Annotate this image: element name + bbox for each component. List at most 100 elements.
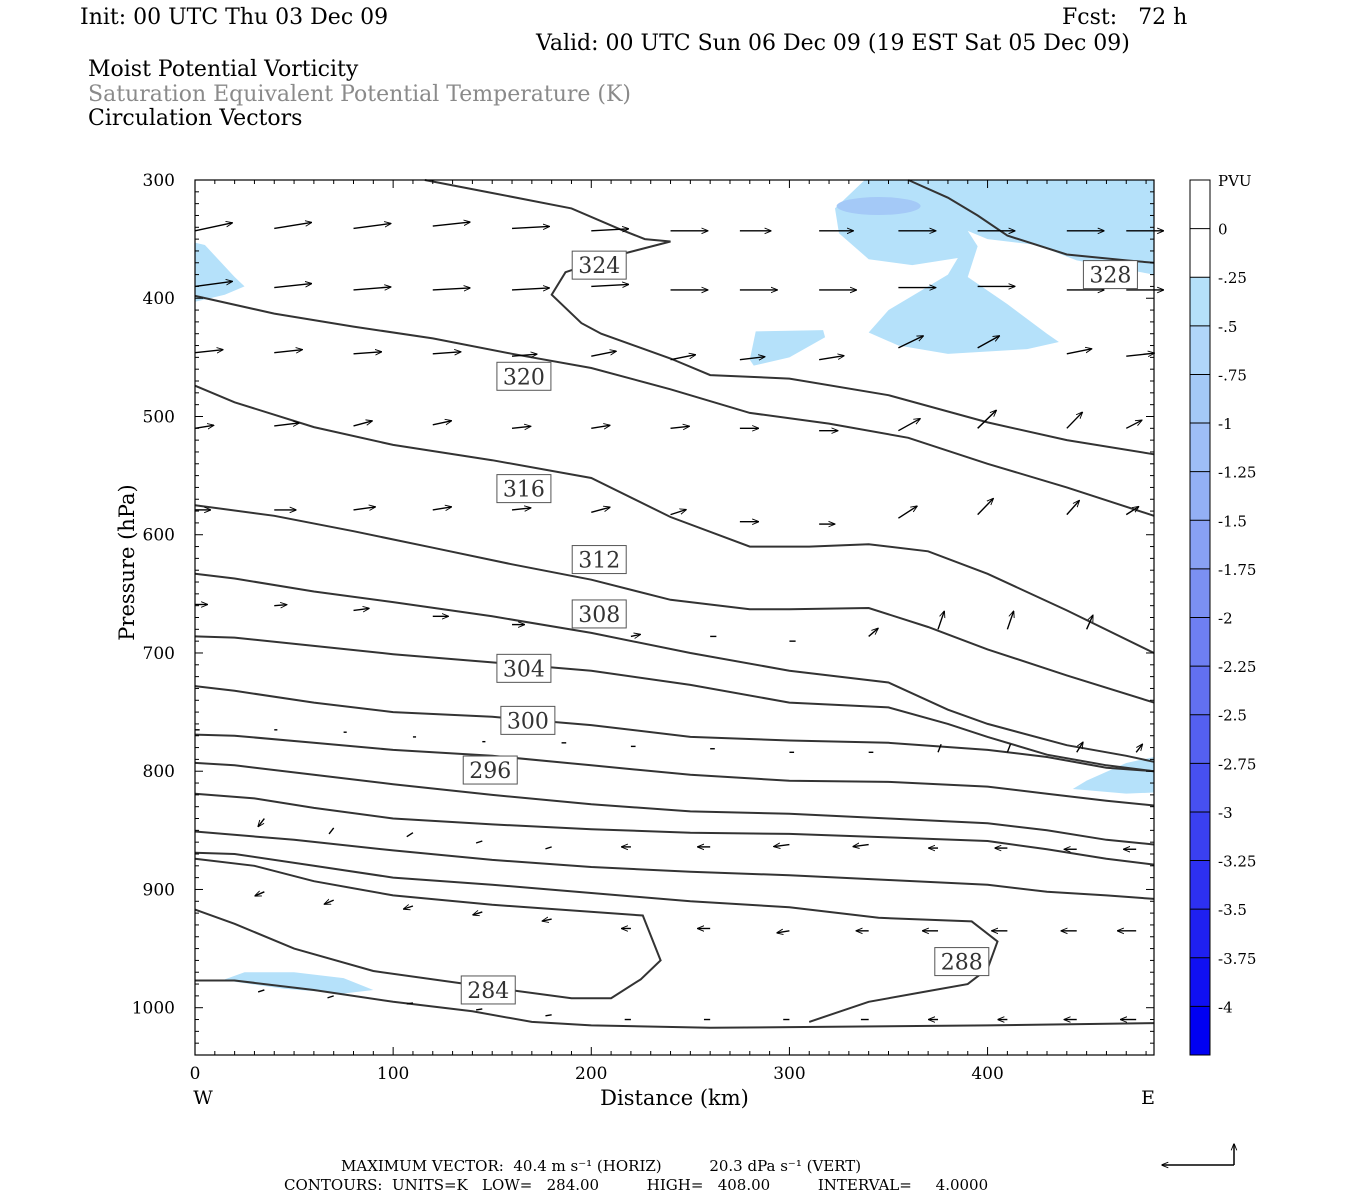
- circulation-vector: [977, 410, 997, 429]
- circulation-vector: [868, 628, 878, 637]
- circulation-vector: [1066, 412, 1083, 429]
- theta-contour: [194, 851, 999, 1023]
- colorbar-level-label: -.75: [1218, 366, 1247, 384]
- circulation-vector: [194, 281, 232, 288]
- colorbar-swatch: [1190, 957, 1210, 1007]
- circulation-vector: [511, 288, 549, 290]
- colorbar-swatch: [1190, 666, 1210, 715]
- circulation-vector: [977, 336, 1000, 349]
- contour-label: 308: [578, 603, 620, 628]
- circulation-vector: [257, 989, 265, 993]
- circulation-vector: [819, 356, 844, 361]
- colorbar-level-label: -3.25: [1218, 853, 1256, 871]
- circulation-vector: [937, 611, 944, 630]
- circulation-vector: [1135, 744, 1142, 753]
- circulation-vector: [511, 508, 531, 510]
- theta-contour: [194, 294, 1155, 517]
- circulation-vector: [542, 919, 552, 921]
- contour-label-layer: 284 288 296 300 304 308 312 316 320 324 328: [460, 250, 1138, 1005]
- circulation-vector: [353, 287, 391, 290]
- max-vector-note: MAXIMUM VECTOR: 40.4 m s⁻¹ (HORIZ) 20.3 …: [341, 1157, 862, 1175]
- colorbar-level-label: -1.5: [1218, 512, 1247, 530]
- colorbar-level-label: -3: [1218, 804, 1233, 822]
- colorbar-level-label: -1: [1218, 415, 1233, 433]
- init-time: Init: 00 UTC Thu 03 Dec 09: [80, 5, 389, 30]
- colorbar-level-label: -.5: [1218, 318, 1237, 336]
- circulation-vector: [327, 995, 334, 999]
- circulation-vector: [274, 605, 286, 606]
- contour-label: 296: [469, 759, 511, 784]
- colorbar-level-label: -2.25: [1218, 658, 1256, 676]
- field-title-vectors: Circulation Vectors: [88, 106, 303, 131]
- circulation-vector: [977, 499, 994, 516]
- colorbar-swatch: [1190, 617, 1210, 667]
- circulation-vector: [1126, 353, 1154, 356]
- circulation-vector: [853, 845, 869, 847]
- contour-label-box: [496, 653, 552, 683]
- circulation-vector: [670, 355, 696, 361]
- colorbar-level-label: -3.5: [1218, 901, 1247, 919]
- valid-time: Valid: 00 UTC Sun 06 Dec 09 (19 EST Sat …: [536, 31, 1130, 56]
- colorbar-swatch: [1190, 1006, 1210, 1055]
- colorbar-swatch: [1190, 374, 1210, 424]
- theta-contour: [195, 979, 1155, 1029]
- colorbar-swatch: [1190, 811, 1210, 861]
- contour-label: 316: [503, 478, 545, 503]
- theta-contour-layer: [194, 179, 1155, 1029]
- circulation-vector: [353, 352, 382, 354]
- y-tick-label: 500: [143, 407, 175, 427]
- circulation-vector: [406, 1002, 414, 1005]
- pv-shaded-region: [749, 330, 826, 366]
- circulation-vector: [1006, 744, 1012, 753]
- colorbar-swatch: [1190, 471, 1210, 521]
- x-tick-label: 100: [377, 1064, 409, 1084]
- circulation-vector: [324, 900, 334, 904]
- circulation-vector: [670, 510, 687, 516]
- colorbar-swatch: [1190, 763, 1210, 812]
- contour-label: 328: [1089, 264, 1131, 289]
- circulation-vector: [511, 426, 531, 428]
- colorbar-level-label: -4: [1218, 998, 1233, 1016]
- contour-label-box: [496, 474, 552, 504]
- circulation-vector: [274, 423, 299, 426]
- colorbar-swatch: [1190, 714, 1210, 764]
- contour-label-box: [571, 599, 627, 629]
- contour-label-box: [1082, 260, 1138, 290]
- circulation-vector: [404, 906, 414, 909]
- contour-label: 284: [467, 979, 509, 1004]
- circulation-vector: [739, 357, 765, 360]
- field-title-theta: Saturation Equivalent Potential Temperat…: [88, 82, 631, 107]
- circulation-vector: [898, 336, 923, 349]
- circulation-vector: [511, 226, 549, 228]
- theta-contour: [194, 857, 662, 1000]
- circulation-vector: [353, 421, 373, 427]
- circulation-vector: [591, 229, 628, 231]
- circulation-vector: [274, 350, 302, 353]
- axis-label-layer: 300 400 500 600 700 800 900 1000 0 100 200 300 400 W E…: [115, 171, 1155, 1110]
- theta-contour: [194, 384, 1155, 654]
- y-tick-label: 800: [143, 762, 175, 782]
- circulation-vector: [194, 350, 223, 353]
- axis-tick-layer: [194, 179, 1154, 1056]
- theta-contour: [194, 635, 1155, 773]
- circulation-vector: [353, 608, 370, 610]
- colorbar-level-label: -1.75: [1218, 561, 1256, 579]
- y-tick-label: 1000: [132, 999, 175, 1019]
- theta-contour: [194, 830, 1155, 900]
- circulation-vector: [194, 223, 232, 232]
- pv-shading-layer: [195, 180, 1154, 994]
- contour-label-box: [496, 361, 552, 391]
- circulation-vector: [432, 288, 470, 290]
- circulation-vector: [511, 354, 537, 356]
- colorbar-level-label: -.25: [1218, 269, 1247, 287]
- circulation-vector: [353, 507, 376, 510]
- contour-label-box: [500, 705, 556, 735]
- theta-contour: [424, 179, 1155, 456]
- x-axis-west-label: W: [193, 1087, 213, 1109]
- forecast-hour: Fcst: 72 h: [1062, 5, 1188, 30]
- circulation-vector: [591, 507, 610, 513]
- circulation-vector-layer: [194, 222, 1163, 1019]
- colorbar-level-label: -2: [1218, 610, 1233, 628]
- circulation-vector: [898, 506, 917, 519]
- circulation-vector: [591, 284, 628, 286]
